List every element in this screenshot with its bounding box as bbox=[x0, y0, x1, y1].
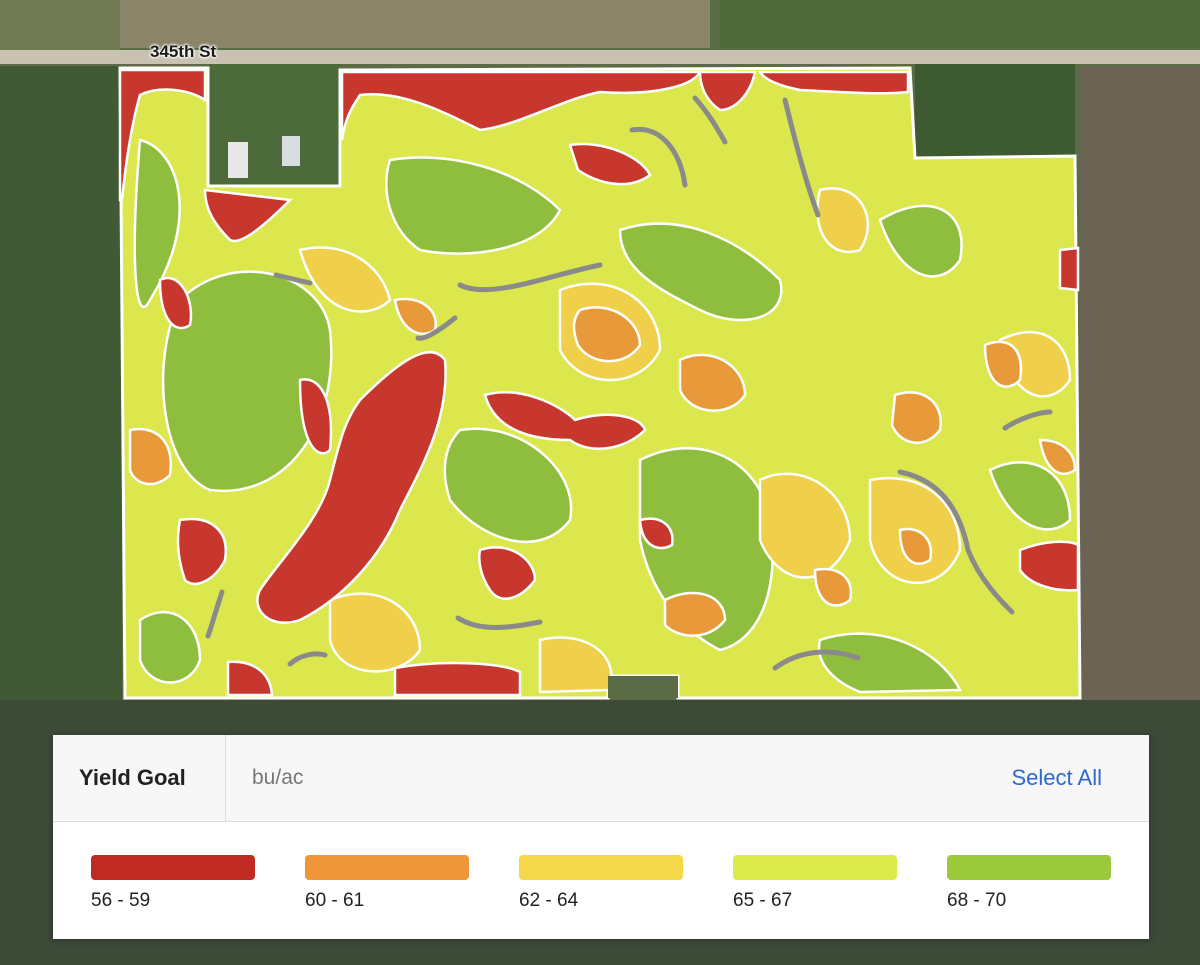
legend-item-65-67[interactable]: 65 - 67 bbox=[733, 855, 897, 912]
legend-swatch bbox=[733, 855, 897, 880]
legend-item-56-59[interactable]: 56 - 59 bbox=[91, 855, 255, 912]
select-all-button[interactable]: Select All bbox=[1011, 765, 1103, 790]
yield-goal-panel: Yield Goal bu/ac Select All 56 - 59 60 -… bbox=[53, 735, 1149, 939]
legend-item-60-61[interactable]: 60 - 61 bbox=[305, 855, 469, 912]
legend-label: 68 - 70 bbox=[947, 890, 1007, 911]
farmland-north bbox=[120, 0, 710, 48]
legend-swatch bbox=[519, 855, 683, 880]
farmland-west bbox=[0, 66, 122, 706]
farmstead bbox=[208, 64, 340, 186]
farm-building bbox=[228, 142, 248, 178]
farmland-north-right bbox=[720, 0, 1200, 48]
legend-item-68-70[interactable]: 68 - 70 bbox=[947, 855, 1111, 912]
legend-swatch bbox=[91, 855, 255, 880]
yield-legend: 56 - 59 60 - 61 62 - 64 65 - 67 68 - 70 bbox=[91, 855, 1131, 925]
field-notch bbox=[608, 676, 678, 698]
header-divider bbox=[225, 735, 226, 821]
panel-title: Yield Goal bbox=[79, 765, 186, 790]
zones-60-61[interactable] bbox=[128, 297, 1077, 637]
legend-label: 60 - 61 bbox=[305, 890, 365, 911]
legend-label: 65 - 67 bbox=[733, 890, 793, 911]
road-label: 345th St bbox=[150, 42, 217, 61]
legend-swatch bbox=[305, 855, 469, 880]
zones-56-59[interactable] bbox=[118, 68, 1080, 697]
road-345th-st bbox=[0, 50, 1200, 64]
farmstead-east bbox=[915, 64, 1075, 158]
farmland-north-left bbox=[0, 0, 120, 52]
unit-label: bu/ac bbox=[252, 766, 304, 789]
legend-label: 56 - 59 bbox=[91, 890, 151, 911]
farm-building bbox=[282, 136, 300, 166]
legend-swatch bbox=[947, 855, 1111, 880]
panel-header: Yield Goal bu/ac Select All bbox=[53, 735, 1149, 822]
legend-item-62-64[interactable]: 62 - 64 bbox=[519, 855, 683, 912]
grass-waterways bbox=[205, 95, 1053, 671]
farmland-east bbox=[1080, 66, 1200, 706]
legend-label: 62 - 64 bbox=[519, 890, 579, 911]
